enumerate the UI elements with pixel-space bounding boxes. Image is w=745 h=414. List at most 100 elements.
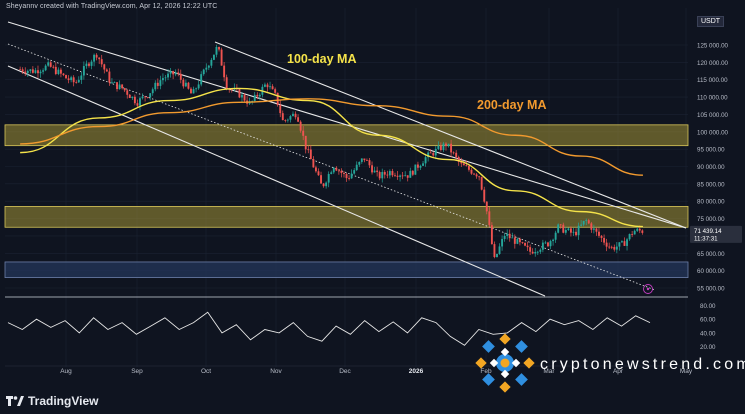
candle-body bbox=[103, 64, 106, 70]
candle-body bbox=[343, 173, 345, 174]
time-tick-label: Mar bbox=[543, 368, 555, 375]
candle-body bbox=[552, 239, 555, 242]
candle-body bbox=[363, 158, 366, 161]
candle-body bbox=[493, 244, 496, 258]
time-tick-label: Apr bbox=[613, 368, 624, 375]
candle-body bbox=[394, 175, 396, 177]
candle-body bbox=[529, 247, 532, 252]
candle-body bbox=[322, 183, 325, 187]
candle-body bbox=[49, 62, 52, 67]
candle-body bbox=[569, 228, 572, 233]
time-axis[interactable]: Aug Sep Oct Nov Dec 2026 Feb Mar Apr May bbox=[60, 368, 693, 375]
candle-body bbox=[21, 69, 24, 72]
candle-body bbox=[75, 82, 78, 84]
tradingview-logo[interactable]: TradingView bbox=[6, 394, 98, 408]
candle-body bbox=[442, 143, 445, 151]
candle-body bbox=[304, 135, 307, 150]
candle-body bbox=[513, 237, 516, 244]
candle-body bbox=[205, 67, 208, 70]
price-axis[interactable]: 125 000.00 120 000.00 115 000.00 110 000.00… bbox=[690, 43, 742, 293]
candle-body bbox=[432, 153, 435, 156]
annotations: 100-day MA 200-day MA bbox=[287, 52, 653, 294]
price-tick-label: 85 000.00 bbox=[697, 181, 725, 188]
candle-body bbox=[172, 71, 175, 75]
candle-body bbox=[437, 145, 440, 149]
candle-body bbox=[62, 73, 65, 76]
candle-body bbox=[511, 237, 514, 239]
candle-body bbox=[534, 251, 537, 254]
candle-body bbox=[608, 246, 611, 248]
currency-badge[interactable]: USDT bbox=[697, 16, 725, 27]
moving-averages bbox=[20, 87, 643, 228]
candle-body bbox=[37, 70, 39, 74]
candle-body bbox=[47, 62, 50, 66]
candle-body bbox=[381, 172, 384, 179]
candle-body bbox=[355, 164, 358, 171]
candle-body bbox=[136, 103, 139, 106]
candle-body bbox=[547, 242, 549, 247]
candle-body bbox=[225, 77, 228, 89]
candle-body bbox=[501, 238, 504, 247]
candle-body bbox=[276, 92, 279, 105]
candle-body bbox=[95, 54, 98, 58]
candle-body bbox=[151, 89, 154, 94]
candle-body bbox=[131, 96, 134, 98]
candle-body bbox=[302, 130, 305, 136]
candle-body bbox=[460, 161, 463, 164]
candle-body bbox=[243, 94, 246, 101]
price-tick-label: 115 000.00 bbox=[697, 77, 728, 84]
candle-body bbox=[128, 94, 131, 98]
candle-body bbox=[580, 224, 583, 226]
candle-body bbox=[409, 170, 412, 178]
price-tick-label: 120 000.00 bbox=[697, 60, 729, 67]
candle-body bbox=[70, 77, 73, 81]
candle-body bbox=[19, 69, 22, 71]
candle-body bbox=[190, 88, 192, 94]
candle-body bbox=[325, 182, 328, 187]
channel-upper-line bbox=[7, 21, 687, 229]
candle-body bbox=[378, 172, 381, 179]
cryptonewstrend-logo-icon bbox=[475, 333, 535, 393]
alert-marker-dot bbox=[646, 287, 650, 291]
ma200-annotation: 200-day MA bbox=[477, 98, 546, 112]
candle-body bbox=[508, 233, 511, 239]
candle-body bbox=[197, 84, 200, 89]
candle-body bbox=[116, 82, 118, 90]
candle-body bbox=[386, 174, 389, 176]
candle-body bbox=[345, 173, 348, 179]
candle-body bbox=[371, 165, 373, 173]
candle-body bbox=[353, 170, 356, 174]
rsi-tick-label: 40.00 bbox=[700, 330, 716, 337]
candle-body bbox=[631, 234, 634, 235]
candle-body bbox=[141, 96, 144, 99]
candle-body bbox=[286, 119, 289, 121]
candle-body bbox=[613, 246, 616, 250]
candle-body bbox=[72, 77, 75, 83]
candle-body bbox=[559, 224, 562, 226]
candle-body bbox=[585, 220, 588, 222]
candle-body bbox=[337, 170, 340, 172]
candle-body bbox=[317, 171, 320, 176]
tradingview-brand: TradingView bbox=[28, 394, 99, 408]
candle-body bbox=[628, 234, 631, 240]
candle-body bbox=[110, 82, 113, 84]
ma-line-100-day-ma bbox=[20, 87, 643, 228]
candle-body bbox=[544, 242, 547, 244]
chart-credit: Sheyannv created with TradingView.com, A… bbox=[6, 3, 218, 10]
candle-body bbox=[297, 117, 300, 122]
candle-body bbox=[44, 65, 47, 71]
candles bbox=[19, 44, 644, 259]
candle-body bbox=[238, 89, 241, 98]
countdown-label: 11:37:31 bbox=[694, 235, 718, 242]
candle-body bbox=[59, 69, 62, 74]
candle-body bbox=[567, 228, 570, 230]
candle-body bbox=[42, 70, 45, 72]
candle-body bbox=[24, 71, 27, 74]
candle-body bbox=[113, 82, 116, 84]
candle-body bbox=[67, 78, 70, 81]
candle-body bbox=[368, 160, 371, 166]
candle-body bbox=[376, 170, 379, 173]
candle-body bbox=[450, 143, 453, 153]
